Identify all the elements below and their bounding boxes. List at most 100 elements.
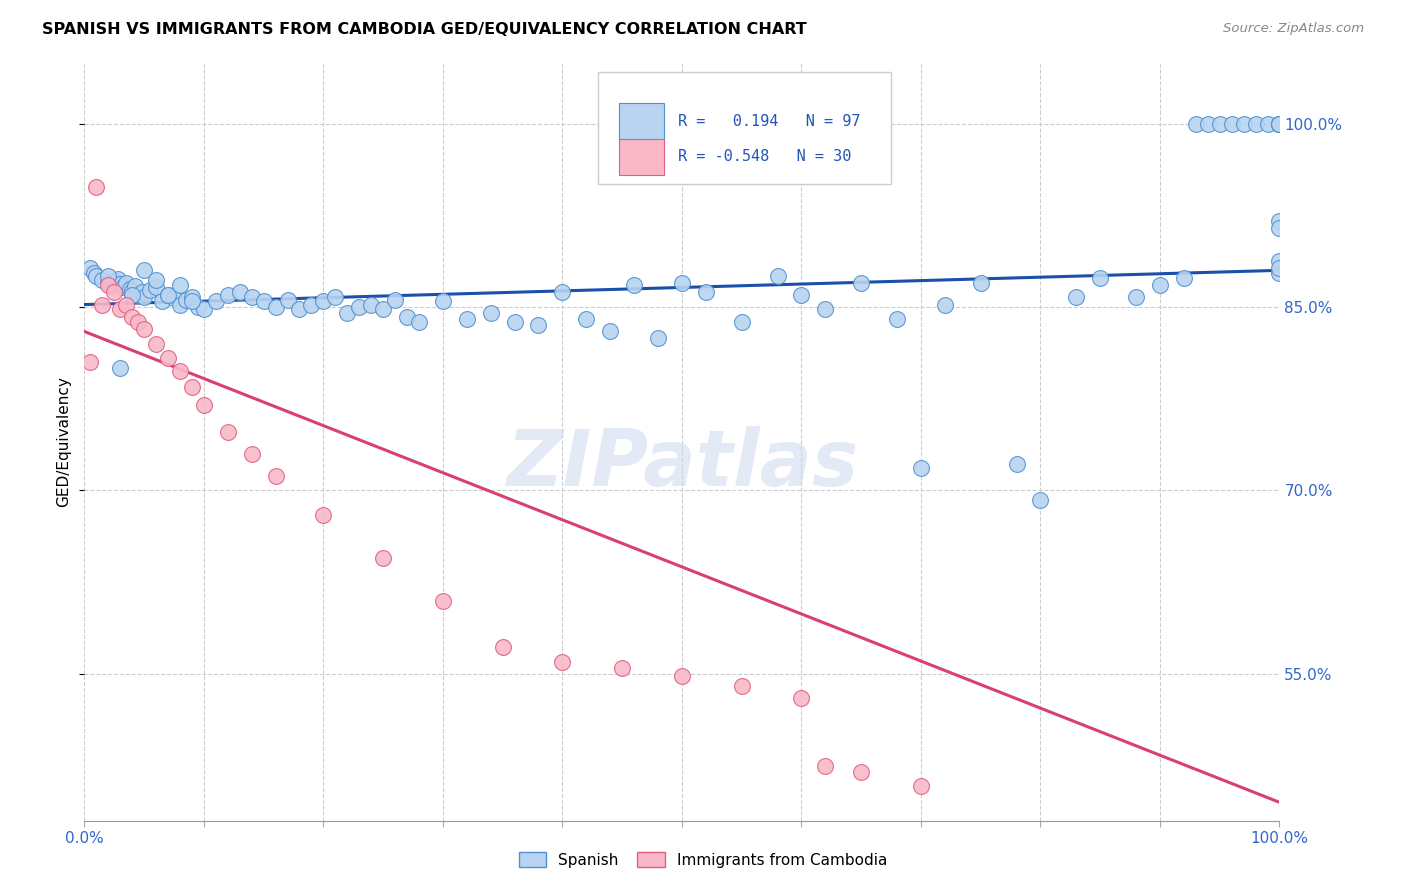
Point — [288, 302, 311, 317]
Point — [91, 273, 114, 287]
Point — [217, 287, 239, 301]
Point — [695, 285, 717, 300]
Point — [253, 293, 276, 308]
Point — [127, 287, 149, 301]
Point — [110, 361, 132, 376]
Point — [479, 306, 502, 320]
Point — [1029, 493, 1052, 508]
Point — [1244, 117, 1267, 131]
Point — [118, 282, 141, 296]
Point — [174, 293, 197, 307]
Point — [157, 287, 180, 301]
Point — [97, 278, 120, 293]
Point — [1268, 214, 1291, 228]
Point — [132, 322, 156, 336]
Point — [240, 447, 263, 461]
Point — [1005, 457, 1028, 471]
Point — [492, 640, 515, 654]
Point — [1268, 117, 1291, 131]
Point — [145, 336, 167, 351]
Point — [132, 263, 156, 277]
Point — [103, 274, 125, 288]
Point — [100, 278, 122, 293]
Point — [671, 276, 693, 290]
Point — [1233, 117, 1256, 131]
Point — [169, 297, 191, 311]
Point — [432, 593, 454, 607]
Point — [111, 280, 134, 294]
Y-axis label: GED/Equivalency: GED/Equivalency — [56, 376, 72, 507]
Point — [408, 315, 430, 329]
Point — [503, 315, 526, 329]
Point — [110, 277, 132, 291]
Point — [127, 315, 149, 329]
Point — [187, 300, 209, 314]
Point — [79, 355, 101, 369]
Point — [766, 269, 789, 284]
Text: R =   0.194   N = 97: R = 0.194 N = 97 — [678, 114, 860, 128]
Point — [1090, 270, 1112, 285]
Point — [396, 310, 419, 324]
Point — [86, 180, 108, 194]
Legend: Spanish, Immigrants from Cambodia: Spanish, Immigrants from Cambodia — [513, 846, 893, 873]
Text: SPANISH VS IMMIGRANTS FROM CAMBODIA GED/EQUIVALENCY CORRELATION CHART: SPANISH VS IMMIGRANTS FROM CAMBODIA GED/… — [42, 22, 807, 37]
Point — [312, 508, 335, 522]
Point — [145, 280, 167, 294]
Point — [193, 302, 215, 317]
Point — [79, 260, 101, 275]
Point — [851, 276, 873, 290]
Point — [1268, 253, 1291, 268]
Point — [1173, 270, 1195, 285]
Point — [1268, 260, 1291, 275]
Point — [97, 276, 120, 290]
Point — [671, 669, 693, 683]
Point — [264, 300, 287, 314]
Point — [115, 276, 138, 290]
Point — [1268, 266, 1291, 280]
Point — [1066, 290, 1088, 304]
Point — [349, 300, 371, 314]
Point — [456, 312, 478, 326]
Point — [575, 312, 598, 326]
Point — [157, 287, 180, 301]
Point — [731, 679, 754, 693]
Point — [205, 293, 228, 308]
Point — [83, 266, 105, 280]
Point — [229, 285, 252, 300]
Point — [91, 297, 114, 311]
Point — [169, 363, 191, 377]
Point — [1268, 220, 1291, 235]
Point — [131, 285, 153, 300]
Point — [103, 285, 125, 300]
Bar — [619, 103, 664, 139]
Point — [121, 310, 143, 324]
Point — [551, 655, 574, 669]
Point — [1185, 117, 1208, 131]
Point — [121, 284, 143, 298]
Point — [1257, 117, 1279, 131]
Point — [240, 290, 263, 304]
Point — [86, 269, 108, 284]
Point — [934, 297, 956, 311]
Point — [264, 468, 287, 483]
Point — [1268, 117, 1291, 131]
Point — [1197, 117, 1219, 131]
Point — [193, 398, 215, 412]
Point — [910, 461, 932, 475]
Point — [301, 297, 323, 311]
Point — [1125, 290, 1147, 304]
Point — [360, 297, 382, 311]
Point — [157, 351, 180, 366]
Point — [527, 318, 550, 333]
Point — [790, 691, 813, 706]
Point — [1209, 117, 1232, 131]
Point — [790, 287, 813, 301]
Point — [970, 276, 993, 290]
Point — [121, 287, 143, 301]
Point — [97, 269, 120, 284]
Bar — [619, 139, 664, 175]
Point — [277, 293, 299, 307]
Point — [612, 661, 634, 675]
Point — [139, 283, 162, 297]
Point — [181, 293, 204, 308]
